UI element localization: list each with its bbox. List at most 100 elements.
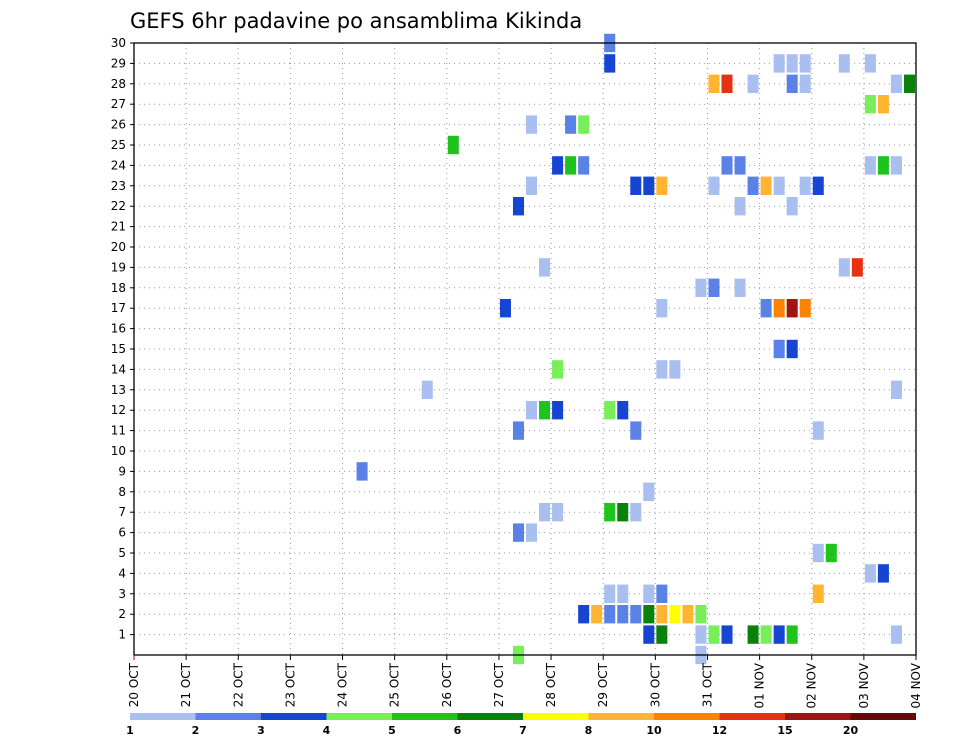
precip-cell xyxy=(604,605,616,624)
legend-swatch xyxy=(261,713,327,720)
precip-cell xyxy=(604,503,616,522)
y-tick-label: 28 xyxy=(111,77,126,91)
precip-cell xyxy=(890,156,902,175)
x-tick-label: 28 OCT xyxy=(544,662,558,707)
x-axis: 20 OCT 21 OCT 22 OCT 23 OCT 24 OCT 25 OCT 26 O… xyxy=(127,655,923,709)
precip-cell xyxy=(565,156,577,175)
precip-cell xyxy=(617,401,629,420)
precip-cell xyxy=(526,176,538,195)
x-tick-label: 29 OCT xyxy=(596,662,610,707)
x-tick-label: 04 NOV xyxy=(909,662,923,708)
precip-cell xyxy=(890,380,902,399)
y-tick-label: 16 xyxy=(111,322,126,336)
precip-cell xyxy=(734,156,746,175)
x-tick-label: 21 OCT xyxy=(179,662,193,707)
precip-cell xyxy=(578,115,590,134)
precip-cell xyxy=(864,156,876,175)
y-tick-label: 24 xyxy=(111,158,126,172)
precip-cell xyxy=(630,605,642,624)
x-tick-label: 25 OCT xyxy=(388,662,402,707)
precip-cell xyxy=(864,564,876,583)
y-tick-label: 23 xyxy=(111,179,126,193)
precip-cell xyxy=(721,74,733,93)
legend-label: 15 xyxy=(777,724,792,737)
precip-cell xyxy=(786,54,798,73)
precip-cell xyxy=(604,401,616,420)
precip-cell xyxy=(499,299,511,318)
y-tick-label: 18 xyxy=(111,281,126,295)
precip-cell xyxy=(773,339,785,359)
precip-cell xyxy=(786,197,798,216)
y-tick-label: 21 xyxy=(111,220,126,234)
precip-cell xyxy=(825,543,837,563)
y-tick-label: 6 xyxy=(118,526,126,540)
precip-cell xyxy=(552,156,564,175)
precip-cell xyxy=(695,278,707,297)
legend-label: 4 xyxy=(323,724,331,737)
legend-label: 20 xyxy=(843,724,859,737)
precip-cell xyxy=(591,605,603,624)
x-tick-label: 20 OCT xyxy=(127,662,141,707)
precip-cell xyxy=(708,278,720,297)
precip-cell xyxy=(786,74,798,93)
y-tick-label: 14 xyxy=(111,362,126,376)
legend-label: 6 xyxy=(454,724,462,737)
precip-cell xyxy=(512,421,524,440)
legend-swatch xyxy=(326,713,392,720)
precip-cell xyxy=(656,605,668,624)
legend-swatch xyxy=(785,713,851,720)
legend-label: 8 xyxy=(585,724,593,737)
y-tick-label: 12 xyxy=(111,403,126,417)
precip-cell xyxy=(721,625,733,644)
x-tick-label: 30 OCT xyxy=(648,662,662,707)
precip-cell xyxy=(812,543,824,563)
precip-cell xyxy=(526,523,538,542)
precip-cell xyxy=(747,625,759,644)
y-tick-label: 29 xyxy=(111,56,126,70)
precip-cell xyxy=(721,156,733,175)
x-tick-label: 02 NOV xyxy=(805,662,819,708)
precip-cell xyxy=(643,176,655,195)
y-tick-label: 4 xyxy=(118,566,126,580)
legend-label: 7 xyxy=(519,724,527,737)
y-tick-label: 22 xyxy=(111,199,126,213)
precip-cell xyxy=(695,625,707,644)
precip-cell xyxy=(512,197,524,216)
precip-cell xyxy=(903,74,915,93)
precip-cell xyxy=(669,605,681,624)
y-tick-label: 10 xyxy=(111,444,126,458)
x-tick-label: 27 OCT xyxy=(492,662,506,707)
precip-cell xyxy=(656,360,668,379)
chart-title: GEFS 6hr padavine po ansamblima Kikinda xyxy=(130,9,582,33)
precip-cell xyxy=(617,605,629,624)
precip-cell xyxy=(656,625,668,644)
precip-cell xyxy=(421,380,433,399)
legend-swatch xyxy=(850,713,916,720)
x-tick-label: 03 NOV xyxy=(857,662,871,708)
y-axis: 1234567891011121314151617181920212223242… xyxy=(111,36,134,642)
precip-cell xyxy=(799,74,811,93)
precip-cell xyxy=(695,605,707,624)
precip-cell xyxy=(630,503,642,522)
precip-cell xyxy=(812,176,824,195)
x-tick-label: 22 OCT xyxy=(231,662,245,707)
legend-swatch xyxy=(457,713,523,720)
legend-label: 5 xyxy=(388,724,396,737)
x-tick-label: 24 OCT xyxy=(336,662,350,707)
legend-swatch xyxy=(588,713,654,720)
precip-cell xyxy=(734,278,746,297)
precip-cell xyxy=(734,197,746,216)
precip-cell xyxy=(773,625,785,644)
precip-cell xyxy=(760,299,772,318)
y-tick-label: 8 xyxy=(118,485,126,499)
precip-cell xyxy=(565,115,577,134)
precip-cell xyxy=(656,299,668,318)
precip-cell xyxy=(838,54,850,73)
precip-cell xyxy=(604,54,616,73)
y-tick-label: 30 xyxy=(111,36,126,50)
precip-cell xyxy=(630,421,642,440)
legend-label: 12 xyxy=(712,724,727,737)
precip-cell xyxy=(760,625,772,644)
precip-cell xyxy=(786,625,798,644)
